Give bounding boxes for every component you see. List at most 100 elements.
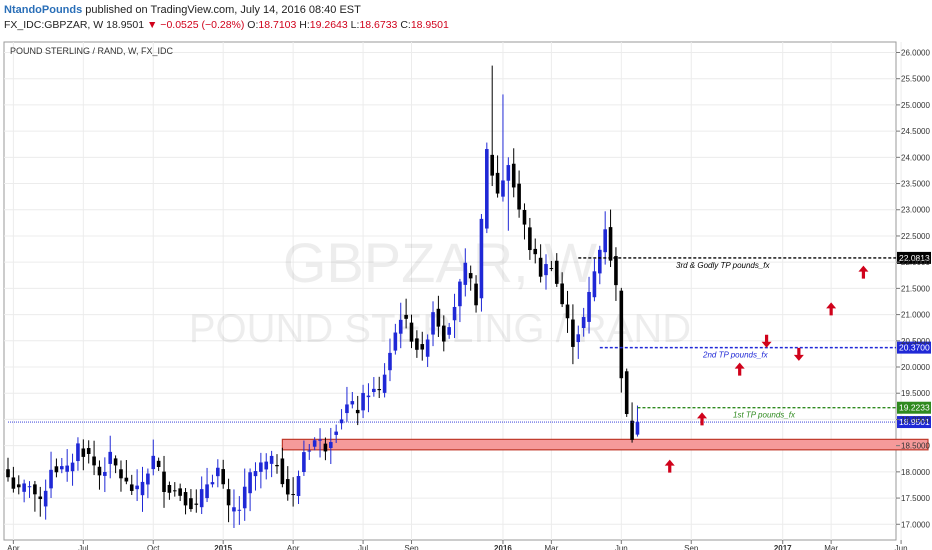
y-tick-label: 20.0000	[901, 363, 930, 372]
time-axis[interactable]: Apr Jul Oct 2015 Apr Jul Sep 2016 Mar Jun Sep 2017 M…	[7, 540, 908, 550]
candle-body	[345, 404, 349, 414]
candle-body	[404, 314, 408, 319]
high-value: 19.2643	[309, 19, 348, 31]
y-tick-label: 19.0000	[901, 415, 930, 424]
candle-body	[275, 465, 279, 467]
y-tick-label: 21.5000	[901, 284, 930, 293]
x-tick-label: 2016	[494, 544, 512, 550]
candle-body	[205, 484, 209, 499]
candle-body	[113, 458, 118, 466]
candle-body	[237, 509, 242, 511]
candle-body	[312, 440, 317, 447]
candle-body	[436, 308, 441, 327]
y-tick-label: 22.0000	[901, 258, 930, 267]
candle-body	[60, 466, 64, 470]
open-value: 18.7103	[258, 19, 297, 31]
candle-body	[296, 476, 301, 496]
arrow-down-icon	[761, 334, 772, 348]
candle-body	[27, 486, 32, 488]
candle-body	[259, 462, 263, 472]
price-tag-label: 22.0813	[899, 253, 930, 263]
candle-body	[329, 442, 333, 448]
candle-body	[339, 419, 344, 424]
candle-body	[70, 462, 75, 472]
candle-body	[280, 458, 285, 485]
candle-body	[533, 248, 538, 255]
y-tick-label: 24.0000	[901, 153, 930, 162]
price-tag	[897, 401, 931, 414]
y-tick-label: 25.5000	[901, 75, 930, 84]
candle-body	[624, 371, 629, 415]
level-annotation: 3rd & Godly TP pounds_fx	[676, 261, 771, 270]
candle-body	[156, 460, 161, 468]
candle-body	[92, 456, 96, 466]
candle-body	[587, 291, 591, 322]
watermark: GBPZAR, W POUND STERLING / RAND	[189, 231, 691, 351]
candle-body	[495, 172, 500, 194]
candle-body	[54, 466, 59, 473]
watermark-symbol: GBPZAR, W	[283, 231, 597, 294]
candle-body	[420, 344, 425, 350]
close-label: C:	[400, 19, 411, 31]
candle-body	[6, 469, 10, 478]
low-value: 18.6733	[359, 19, 398, 31]
y-tick-label: 22.5000	[901, 232, 930, 241]
candle-body	[199, 489, 204, 508]
price-tag-label: 19.2233	[899, 403, 930, 413]
candle-body	[544, 264, 548, 276]
candle-body	[431, 312, 435, 335]
x-tick-label: Jun	[895, 544, 908, 550]
x-tick-label: 2015	[214, 544, 232, 550]
candle-body	[538, 257, 543, 277]
candle-body	[140, 481, 145, 496]
candle-body	[393, 332, 398, 351]
candle-body	[517, 183, 521, 210]
x-tick-label: Apr	[7, 544, 20, 550]
candle-body	[269, 455, 274, 464]
candle-body	[506, 165, 511, 181]
candle-body	[124, 477, 129, 482]
support-zone-rect	[281, 438, 929, 451]
candle-body	[388, 352, 392, 371]
candle-body	[635, 422, 640, 435]
close-value: 18.9501	[410, 19, 449, 31]
price-tag	[897, 416, 931, 429]
candle-body	[22, 483, 26, 492]
symbol-label: FX_IDC:GBPZAR, W	[4, 19, 104, 31]
level-annotation: 1st TP pounds_fx	[733, 411, 796, 420]
candle-body	[216, 467, 220, 477]
candle-body	[119, 469, 123, 479]
candle-body	[592, 271, 597, 298]
candle-body	[194, 503, 199, 505]
candle-body	[86, 448, 91, 454]
x-tick-label: Jun	[615, 544, 628, 550]
candle-body	[474, 283, 478, 306]
candle-body	[232, 507, 236, 512]
y-tick-label: 20.5000	[901, 337, 930, 346]
arrow-up-icon	[734, 362, 745, 376]
high-label: H:	[299, 19, 310, 31]
price-change: ▼ −0.0525 (−0.28%)	[147, 19, 245, 31]
chart-title: POUND STERLING / RAND, W, FX_IDC	[10, 46, 174, 56]
y-tick-label: 25.0000	[901, 101, 930, 110]
price-chart[interactable]: GBPZAR, W POUND STERLING / RAND POUND ST…	[0, 32, 932, 550]
candle-body	[189, 498, 193, 510]
candle-body	[81, 448, 86, 457]
price-axis[interactable]: 17.0000 17.5000 18.0000 18.5000 19.0000 19.50…	[896, 48, 930, 529]
candle-body	[490, 154, 494, 176]
price-tag	[897, 251, 931, 264]
arrow-up-icon	[826, 302, 837, 316]
candle-body	[76, 443, 80, 462]
candle-body	[576, 334, 581, 343]
candle-body	[318, 439, 322, 441]
y-tick-label: 21.0000	[901, 311, 930, 320]
author-link[interactable]: NtandoPounds	[4, 4, 83, 16]
x-tick-label: 2017	[774, 544, 792, 550]
y-tick-label: 23.0000	[901, 206, 930, 215]
x-tick-label: Sep	[684, 544, 699, 550]
publish-line: NtandoPounds published on TradingView.co…	[4, 4, 361, 16]
candle-body	[33, 484, 37, 495]
x-tick-label: Jul	[358, 544, 368, 550]
support-zone	[281, 438, 929, 451]
candle-body	[522, 209, 527, 225]
